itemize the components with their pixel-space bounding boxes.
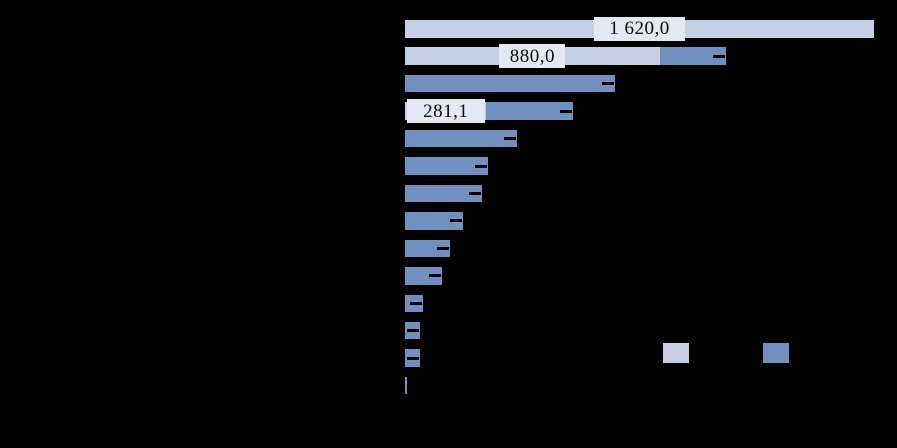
bar-dark-row-6 xyxy=(405,157,489,175)
bar-dark-row-5 xyxy=(405,129,518,148)
bar-end-tick-row-7 xyxy=(469,191,481,195)
legend-swatch-light-blue-series xyxy=(663,343,689,363)
legend-swatch-dark-blue-series xyxy=(763,343,789,363)
bar-dark-row-7 xyxy=(405,184,482,203)
bar-end-tick-row-9 xyxy=(436,246,449,250)
bar-end-tick-row-10 xyxy=(429,274,442,278)
bar-dark-row-8 xyxy=(405,212,463,230)
bar-dark-row-3 xyxy=(405,74,615,93)
bar-end-tick-row-12 xyxy=(407,329,420,333)
bar-end-tick-row-3 xyxy=(601,82,614,86)
bar-end-tick-row-13 xyxy=(407,356,420,360)
data-label-row-2: 880,0 xyxy=(499,44,566,69)
bar-end-tick-row-8 xyxy=(449,219,462,223)
bar-dark-row-10 xyxy=(405,267,443,285)
data-label-row-1: 1 620,0 xyxy=(593,16,685,41)
data-label-row-4: 281,1 xyxy=(406,99,485,124)
bar-end-tick-row-2 xyxy=(713,54,726,58)
bar-dark-row-9 xyxy=(405,239,450,258)
bar-end-tick-row-4 xyxy=(559,109,572,113)
bar-end-tick-row-6 xyxy=(475,164,488,168)
bar-end-tick-row-5 xyxy=(504,137,517,141)
bar-end-tick-row-11 xyxy=(409,301,422,305)
bar-dark-row-14 xyxy=(405,376,408,395)
